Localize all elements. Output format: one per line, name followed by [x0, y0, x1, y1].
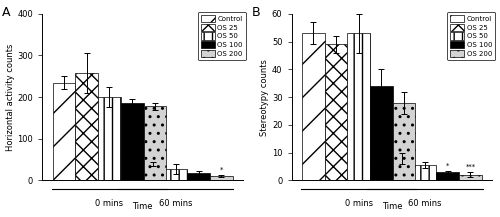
- Bar: [187, 173, 210, 180]
- Bar: [164, 169, 187, 180]
- Legend: Control, OS 25, OS 50, OS 100, OS 200: Control, OS 25, OS 50, OS 100, OS 200: [198, 12, 246, 60]
- Text: 0 mins: 0 mins: [344, 199, 373, 207]
- X-axis label: Time: Time: [382, 202, 402, 211]
- Bar: [393, 103, 415, 180]
- Bar: [52, 82, 76, 180]
- Text: A: A: [2, 6, 10, 19]
- Bar: [459, 175, 482, 180]
- Bar: [121, 103, 144, 180]
- Legend: Control, OS 25, OS 50, OS 100, OS 200: Control, OS 25, OS 50, OS 100, OS 200: [447, 12, 495, 60]
- Bar: [368, 151, 391, 180]
- Text: 60 mins: 60 mins: [159, 199, 192, 207]
- Bar: [391, 158, 413, 180]
- Bar: [414, 165, 436, 180]
- Text: *: *: [220, 167, 223, 173]
- Bar: [98, 97, 121, 180]
- Bar: [119, 159, 142, 180]
- Bar: [76, 73, 98, 180]
- Y-axis label: Stereotypy counts: Stereotypy counts: [260, 59, 269, 135]
- Bar: [370, 86, 393, 180]
- X-axis label: Time: Time: [132, 202, 153, 211]
- Bar: [436, 172, 459, 180]
- Bar: [324, 44, 347, 180]
- Bar: [210, 176, 233, 180]
- Bar: [302, 33, 324, 180]
- Text: B: B: [252, 6, 260, 19]
- Text: 60 mins: 60 mins: [408, 199, 442, 207]
- Y-axis label: Horizontal activity counts: Horizontal activity counts: [6, 43, 15, 151]
- Bar: [348, 33, 370, 180]
- Text: ***: ***: [466, 164, 475, 170]
- Text: 0 mins: 0 mins: [96, 199, 124, 207]
- Text: *: *: [446, 163, 450, 169]
- Bar: [144, 106, 166, 180]
- Bar: [142, 164, 165, 180]
